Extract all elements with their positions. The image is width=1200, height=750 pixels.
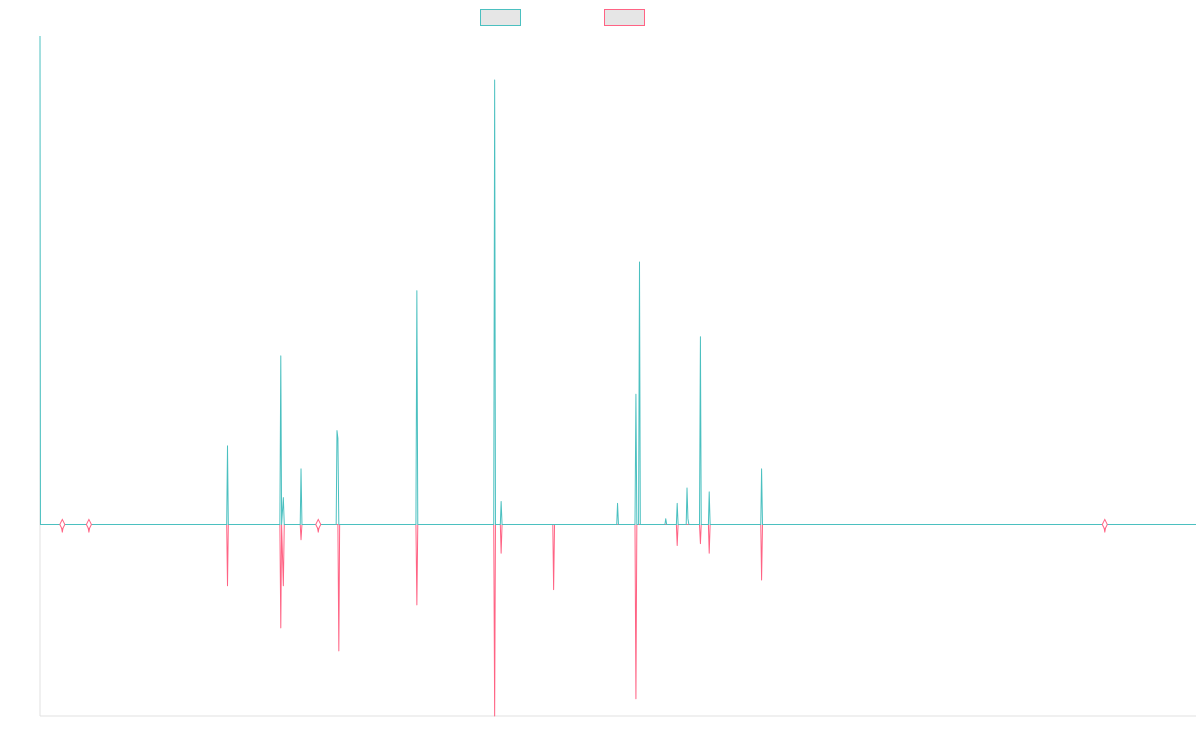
data-point-marker-4 (1101, 518, 1108, 531)
data-point-marker-2 (85, 518, 92, 531)
data-point-marker-1 (59, 518, 66, 531)
legend-swatch-series-2[interactable] (604, 9, 645, 26)
series-1-line (39, 35, 1196, 525)
legend-swatch-series-1[interactable] (480, 9, 521, 26)
data-point-marker-3 (315, 518, 322, 531)
series-2-line (40, 523, 1196, 717)
